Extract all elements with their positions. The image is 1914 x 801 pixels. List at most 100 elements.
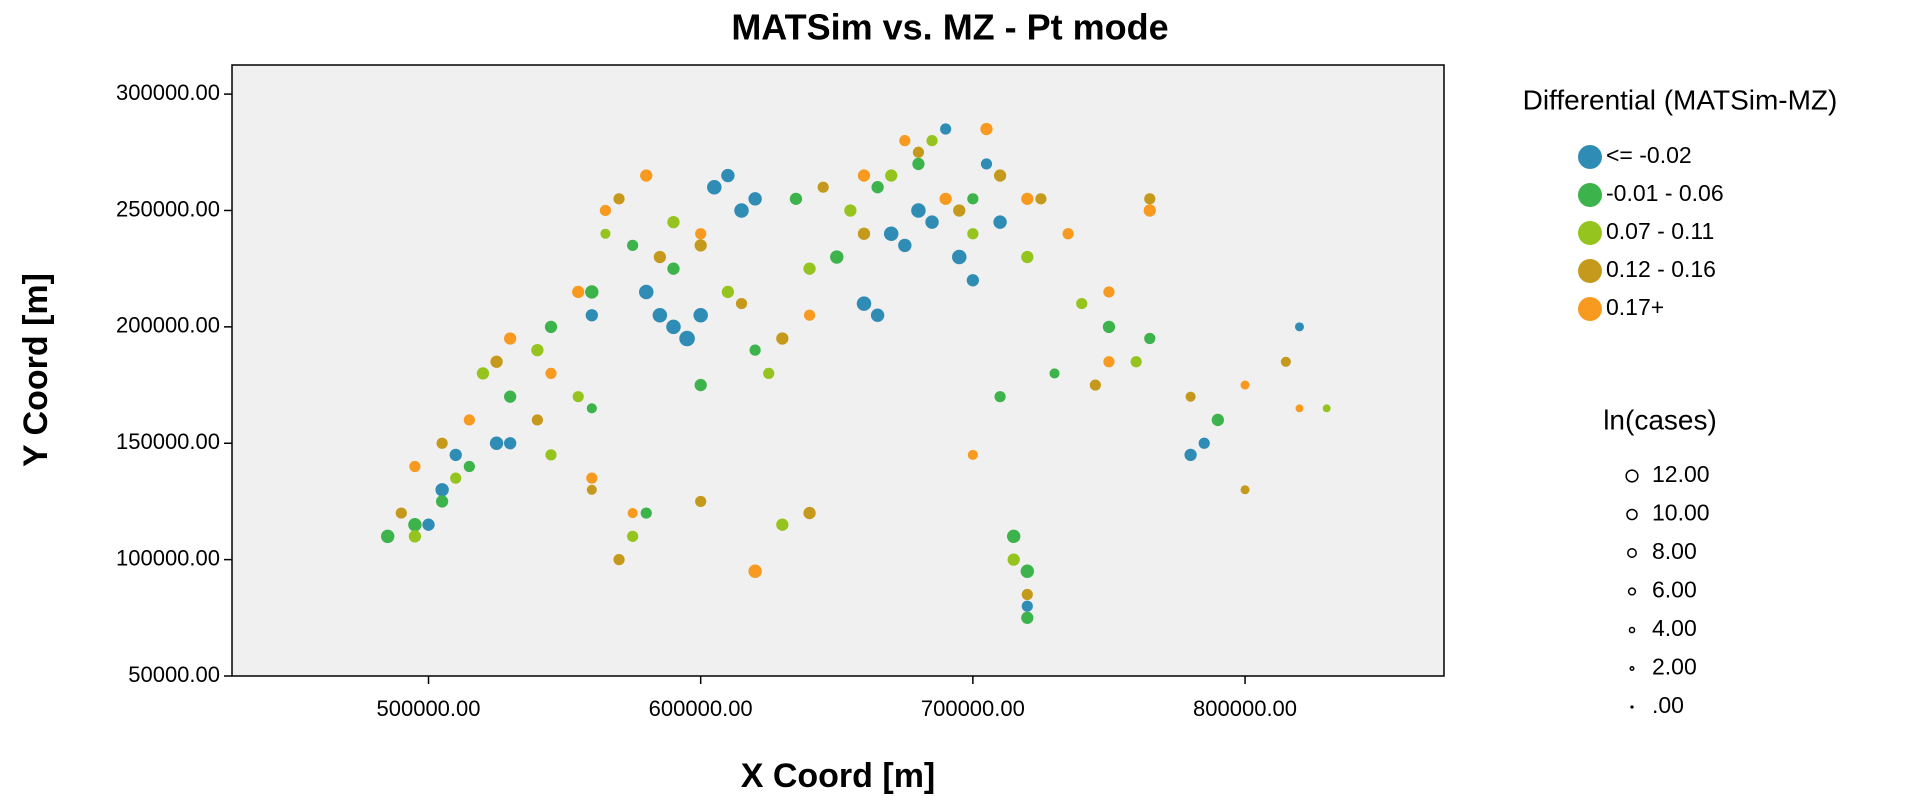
point bbox=[600, 228, 611, 239]
point bbox=[734, 203, 749, 218]
point bbox=[899, 135, 911, 147]
point bbox=[1144, 332, 1156, 345]
legend-label: -0.01 - 0.06 bbox=[1606, 180, 1724, 206]
point bbox=[586, 472, 598, 484]
legend-label: <= -0.02 bbox=[1606, 142, 1692, 168]
point bbox=[856, 296, 872, 311]
size-legend-marker bbox=[1629, 666, 1635, 671]
point bbox=[1089, 379, 1101, 391]
point bbox=[776, 332, 789, 345]
point bbox=[1021, 611, 1034, 624]
point bbox=[1185, 391, 1196, 402]
point bbox=[857, 227, 871, 240]
point bbox=[898, 238, 912, 253]
point bbox=[1102, 320, 1116, 334]
point bbox=[585, 285, 599, 299]
size-legend-marker bbox=[1627, 548, 1637, 558]
size-legend-label: 6.00 bbox=[1652, 577, 1697, 603]
point bbox=[627, 530, 639, 542]
point bbox=[844, 204, 857, 217]
point bbox=[613, 193, 625, 205]
point bbox=[885, 169, 898, 182]
point bbox=[1021, 588, 1033, 601]
chart-title: MATSim vs. MZ - Pt mode bbox=[731, 7, 1168, 48]
point bbox=[667, 215, 680, 229]
y-tick-label: 50000.00 bbox=[128, 662, 220, 687]
point bbox=[572, 285, 585, 299]
point bbox=[952, 249, 967, 265]
point bbox=[1035, 193, 1047, 205]
point bbox=[504, 437, 517, 450]
y-tick-label: 300000.00 bbox=[116, 80, 220, 105]
y-tick-label: 100000.00 bbox=[116, 545, 220, 570]
size-legend-label: 10.00 bbox=[1652, 500, 1710, 526]
y-tick-label: 150000.00 bbox=[116, 429, 220, 454]
point bbox=[967, 449, 978, 460]
size-legend-marker bbox=[1625, 469, 1639, 483]
point bbox=[504, 332, 517, 345]
point bbox=[463, 460, 475, 473]
point bbox=[911, 203, 926, 218]
point bbox=[449, 448, 462, 462]
point bbox=[1184, 448, 1197, 462]
point bbox=[721, 168, 735, 183]
point bbox=[653, 250, 667, 264]
size-legend-marker bbox=[1628, 626, 1636, 634]
point bbox=[627, 239, 639, 251]
point bbox=[1240, 380, 1250, 390]
point bbox=[679, 330, 695, 347]
point bbox=[652, 307, 668, 323]
point bbox=[748, 565, 762, 578]
point bbox=[1143, 204, 1156, 217]
x-tick-label: 600000.00 bbox=[649, 696, 753, 721]
point bbox=[531, 414, 543, 426]
x-tick-label: 800000.00 bbox=[1193, 696, 1297, 721]
point bbox=[1130, 356, 1142, 368]
legend-swatch bbox=[1578, 183, 1602, 207]
plot-area bbox=[231, 64, 1445, 677]
legend-label: 0.17+ bbox=[1606, 294, 1664, 320]
point bbox=[830, 250, 844, 264]
point bbox=[1021, 250, 1034, 264]
point bbox=[476, 367, 490, 380]
y-tick-label: 250000.00 bbox=[116, 196, 220, 221]
point bbox=[585, 309, 598, 322]
point bbox=[1198, 437, 1210, 449]
legend-title: Differential (MATSim-MZ) bbox=[1523, 84, 1838, 115]
size-legend-marker bbox=[1627, 587, 1637, 596]
point bbox=[1240, 485, 1250, 495]
legend-label: 0.07 - 0.11 bbox=[1606, 218, 1714, 244]
point bbox=[735, 297, 748, 310]
point bbox=[435, 495, 449, 508]
y-tick-label: 200000.00 bbox=[116, 313, 220, 338]
point bbox=[1294, 322, 1304, 332]
point bbox=[1103, 286, 1115, 298]
legend-swatch bbox=[1578, 297, 1602, 321]
point bbox=[599, 204, 612, 217]
legend-swatch bbox=[1578, 221, 1602, 245]
point bbox=[980, 122, 993, 136]
point bbox=[436, 437, 448, 449]
point bbox=[939, 192, 952, 205]
point bbox=[1049, 368, 1060, 379]
point bbox=[408, 518, 422, 532]
point bbox=[640, 507, 652, 519]
point bbox=[749, 344, 761, 356]
point bbox=[380, 529, 395, 544]
point bbox=[857, 169, 871, 182]
point bbox=[586, 403, 597, 414]
size-legend-label: 4.00 bbox=[1652, 615, 1697, 641]
point bbox=[925, 215, 939, 229]
point bbox=[912, 157, 925, 171]
point bbox=[776, 518, 789, 531]
point bbox=[545, 449, 557, 461]
point bbox=[586, 484, 597, 495]
point bbox=[980, 158, 993, 170]
y-axis-label: Y Coord [m] bbox=[17, 273, 55, 467]
size-legend-label: 8.00 bbox=[1652, 538, 1697, 564]
size-legend-label: 2.00 bbox=[1652, 654, 1697, 680]
size-legend-marker bbox=[1626, 508, 1638, 521]
point bbox=[1144, 193, 1156, 205]
point bbox=[1006, 529, 1021, 544]
point bbox=[640, 169, 653, 182]
